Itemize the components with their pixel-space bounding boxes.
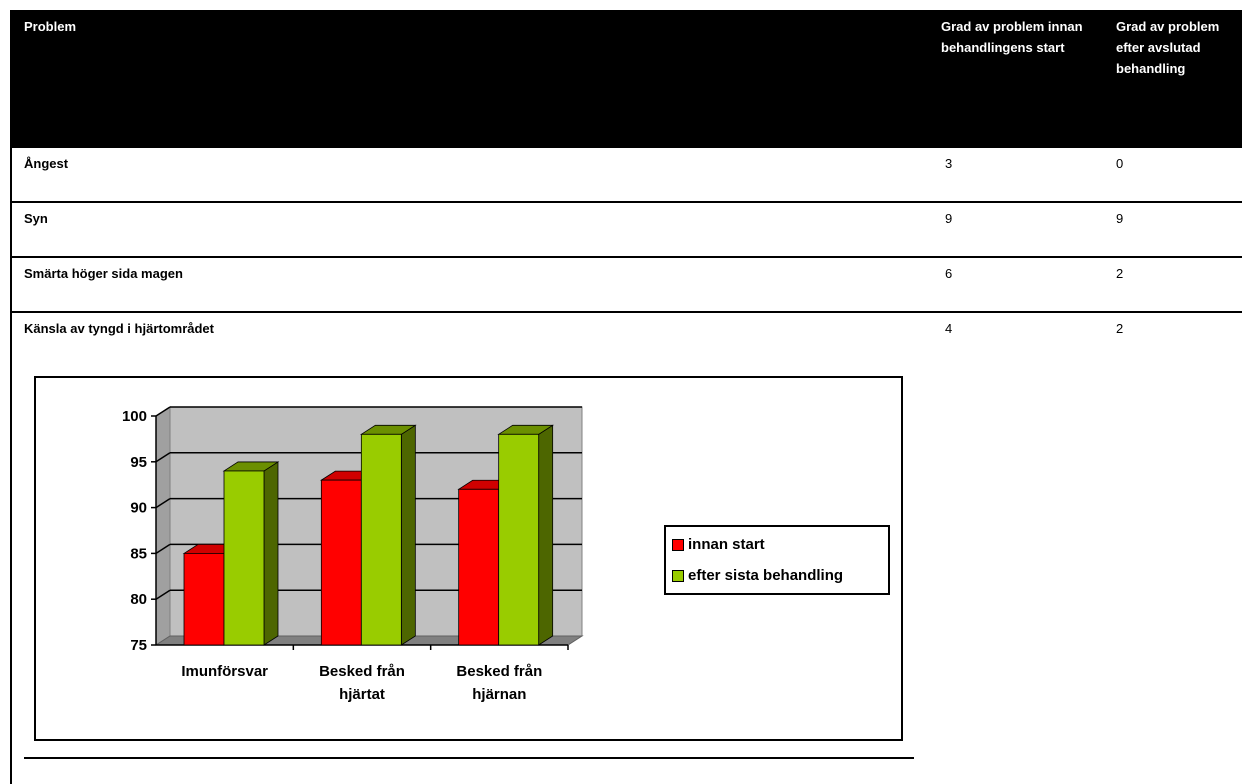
y-tick-label: 100: [122, 408, 147, 425]
legend-label-after: efter sista behandling: [688, 567, 844, 584]
y-tick-label: 95: [130, 454, 147, 471]
y-tick-label: 75: [130, 637, 147, 654]
y-tick-label: 80: [130, 591, 147, 608]
header-before: Grad av problem innan behandlingens star…: [941, 19, 1083, 55]
row-before: 3: [945, 156, 953, 171]
plot-side-wall: [155, 406, 171, 646]
bar: [320, 479, 362, 646]
legend-item-after: efter sista behandling: [672, 567, 843, 584]
row-after: 9: [1116, 211, 1124, 226]
x-category-label: hjärnan: [472, 686, 526, 703]
table-row: Ångest 3 0: [10, 148, 1242, 203]
row-before: 4: [945, 321, 953, 336]
x-category-label: Besked från: [319, 663, 405, 680]
bar-side: [400, 424, 416, 646]
left-border-rule: [10, 148, 12, 784]
row-before: 6: [945, 266, 953, 281]
table-row: Känsla av tyngd i hjärtområdet 4 2: [10, 313, 1242, 368]
grid-diagonal: [155, 589, 171, 600]
y-tick-label: 85: [130, 545, 147, 562]
row-after: 0: [1116, 156, 1124, 171]
legend-swatch-green: [672, 569, 684, 582]
row-problem: Ångest: [24, 156, 69, 171]
bar-side: [263, 461, 279, 646]
header-after: Grad av problem efter avslutad behandlin…: [1116, 19, 1220, 76]
bar: [360, 433, 402, 646]
row-problem: Smärta höger sida magen: [24, 266, 183, 281]
y-tick-label: 90: [130, 500, 147, 517]
bar: [183, 553, 225, 646]
bottom-rule: [24, 757, 914, 759]
bar: [498, 433, 540, 646]
row-before: 9: [945, 211, 953, 226]
grid-diagonal: [155, 452, 171, 463]
row-after: 2: [1116, 266, 1124, 281]
header-problem: Problem: [24, 19, 77, 34]
table-row: Smärta höger sida magen 6 2: [10, 258, 1242, 313]
row-problem: Känsla av tyngd i hjärtområdet: [24, 321, 214, 336]
legend-swatch-red: [672, 538, 684, 551]
bar: [458, 488, 500, 646]
bar: [223, 470, 265, 646]
table-row: Syn 9 9: [10, 203, 1242, 258]
grid-diagonal: [155, 406, 171, 417]
x-category-label: hjärtat: [339, 686, 385, 703]
legend-label-before: innan start: [688, 536, 765, 553]
x-category-label: Imunförsvar: [181, 663, 268, 680]
bar-side: [538, 424, 554, 646]
row-problem: Syn: [24, 211, 48, 226]
row-after: 2: [1116, 321, 1124, 336]
chart-legend: innan start efter sista behandling: [664, 525, 890, 595]
x-category-label: Besked från: [456, 663, 542, 680]
grid-diagonal: [155, 497, 171, 509]
table-header: Problem Grad av problem innan behandling…: [10, 10, 1242, 148]
legend-item-before: innan start: [672, 536, 765, 553]
grid-diagonal: [155, 543, 171, 555]
